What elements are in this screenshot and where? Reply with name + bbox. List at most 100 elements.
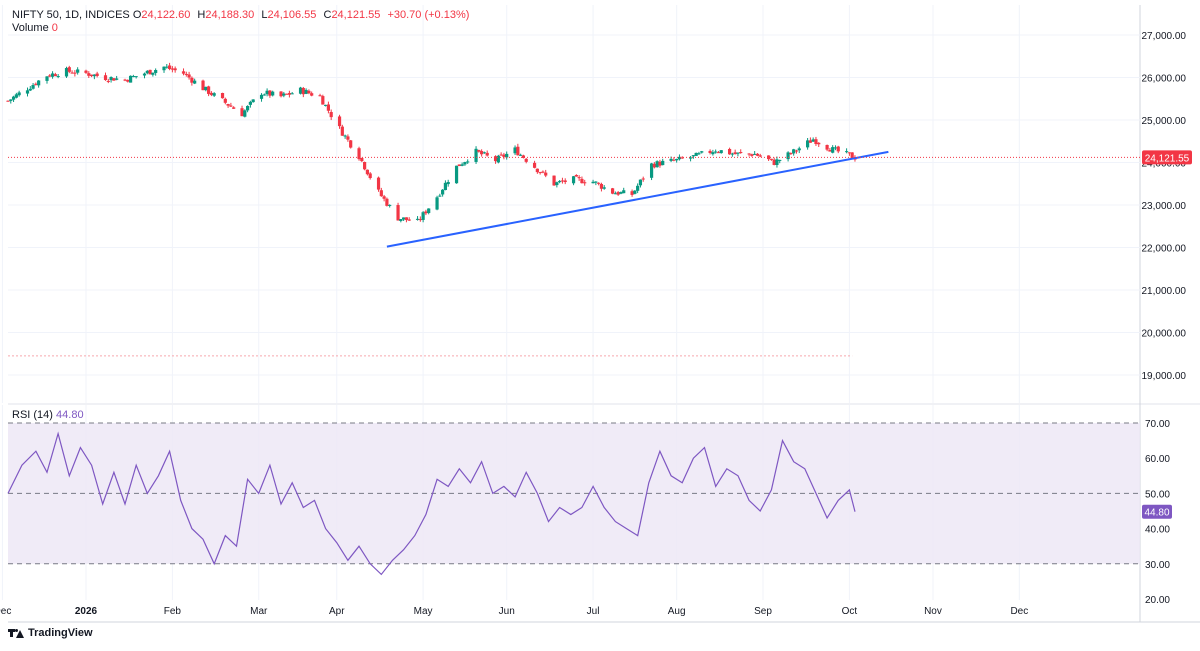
candle-body bbox=[282, 93, 286, 96]
candle-body bbox=[485, 152, 489, 156]
candle-body bbox=[845, 151, 849, 153]
time-tick-label: Apr bbox=[329, 606, 345, 617]
candle-body bbox=[310, 93, 314, 96]
candle-body bbox=[402, 217, 406, 220]
volume-label: Volume bbox=[12, 22, 49, 34]
candle-body bbox=[806, 140, 810, 148]
candle-body bbox=[382, 196, 386, 199]
candle-body bbox=[181, 71, 186, 74]
candle-body bbox=[427, 208, 431, 213]
candle-body bbox=[505, 153, 509, 158]
candle-body bbox=[201, 80, 205, 91]
candle-body bbox=[301, 87, 305, 95]
candle-body bbox=[67, 67, 71, 72]
candle-body bbox=[220, 92, 225, 99]
time-tick-label: May bbox=[414, 606, 433, 617]
candle-body bbox=[73, 72, 77, 74]
candle-body bbox=[580, 178, 584, 184]
tradingview-brand[interactable]: TradingView bbox=[8, 627, 93, 639]
time-tick-label: Jun bbox=[499, 606, 515, 617]
candle-body bbox=[555, 182, 559, 186]
candle-body bbox=[733, 152, 737, 155]
candle-body bbox=[9, 99, 13, 101]
candle-body bbox=[142, 73, 147, 76]
candle-body bbox=[324, 104, 328, 106]
rsi-tick-label: 50.00 bbox=[1145, 489, 1170, 500]
candle-body bbox=[466, 161, 470, 163]
high-label: H bbox=[197, 9, 206, 21]
candle-body bbox=[259, 94, 264, 99]
candle-body bbox=[418, 219, 422, 221]
candle-body bbox=[290, 93, 294, 95]
candle-body bbox=[151, 72, 155, 75]
candle-body bbox=[246, 105, 250, 111]
candle-body bbox=[170, 68, 174, 70]
candle-body bbox=[128, 75, 133, 83]
candle-body bbox=[583, 182, 587, 184]
candle-body bbox=[833, 147, 838, 149]
candle-body bbox=[633, 190, 637, 194]
candle-body bbox=[750, 154, 754, 156]
candle-body bbox=[513, 147, 517, 154]
candle-body bbox=[778, 159, 782, 161]
candle-body bbox=[457, 164, 461, 167]
rsi-value-label: 44.80 bbox=[1144, 508, 1169, 519]
candle-body bbox=[736, 152, 740, 154]
rsi-tick-label: 60.00 bbox=[1145, 454, 1170, 465]
candle-body bbox=[758, 155, 762, 157]
candle-body bbox=[268, 90, 272, 96]
candle-body bbox=[719, 150, 723, 154]
candle-body bbox=[677, 156, 682, 160]
low-label: L bbox=[261, 9, 268, 21]
rsi-value-badge bbox=[1142, 504, 1172, 519]
candle-body bbox=[337, 116, 342, 127]
candle-body bbox=[697, 153, 701, 155]
candle-body bbox=[630, 191, 634, 195]
rsi-band bbox=[8, 423, 1140, 564]
candle-body bbox=[541, 171, 545, 173]
candle-body bbox=[535, 168, 539, 173]
candle-body bbox=[446, 181, 450, 185]
candle-body bbox=[388, 204, 392, 206]
candle-body bbox=[817, 142, 821, 145]
price-tick-label: 22,000.00 bbox=[1142, 244, 1187, 255]
time-tick-label: Mar bbox=[250, 606, 268, 617]
candle-body bbox=[850, 152, 854, 159]
candle-body bbox=[17, 92, 21, 96]
candle-body bbox=[31, 85, 35, 89]
candle-body bbox=[708, 150, 712, 154]
candle-body bbox=[262, 94, 266, 96]
candle-body bbox=[661, 160, 665, 166]
candle-body bbox=[14, 94, 18, 98]
candle-body bbox=[204, 86, 208, 91]
candle-body bbox=[691, 155, 695, 157]
candle-body bbox=[825, 144, 829, 150]
candle-body bbox=[602, 187, 606, 189]
candle-body bbox=[730, 153, 734, 155]
candle-body bbox=[223, 98, 227, 103]
candle-body bbox=[669, 158, 673, 161]
candle-body bbox=[597, 182, 601, 184]
candle-body bbox=[126, 80, 130, 82]
candle-body bbox=[271, 91, 275, 96]
candle-body bbox=[363, 162, 367, 170]
candle-body bbox=[769, 158, 773, 160]
candle-body bbox=[304, 89, 308, 94]
candle-body bbox=[828, 150, 832, 152]
candle-body bbox=[792, 149, 796, 154]
candle-body bbox=[50, 73, 55, 77]
last-price-label: 24,121.55 bbox=[1145, 153, 1190, 164]
candle-body bbox=[831, 147, 835, 153]
time-tick-label: Nov bbox=[924, 606, 942, 617]
price-tick-label: 25,000.00 bbox=[1142, 116, 1187, 127]
rsi-tick-label: 20.00 bbox=[1145, 595, 1170, 606]
open-label: O bbox=[132, 9, 142, 21]
candle-body bbox=[321, 96, 325, 105]
candle-body bbox=[658, 161, 662, 166]
candle-body bbox=[298, 87, 303, 94]
candle-body bbox=[123, 79, 127, 81]
candle-body bbox=[154, 70, 158, 73]
candle-body bbox=[714, 151, 718, 153]
candle-body bbox=[482, 152, 487, 154]
